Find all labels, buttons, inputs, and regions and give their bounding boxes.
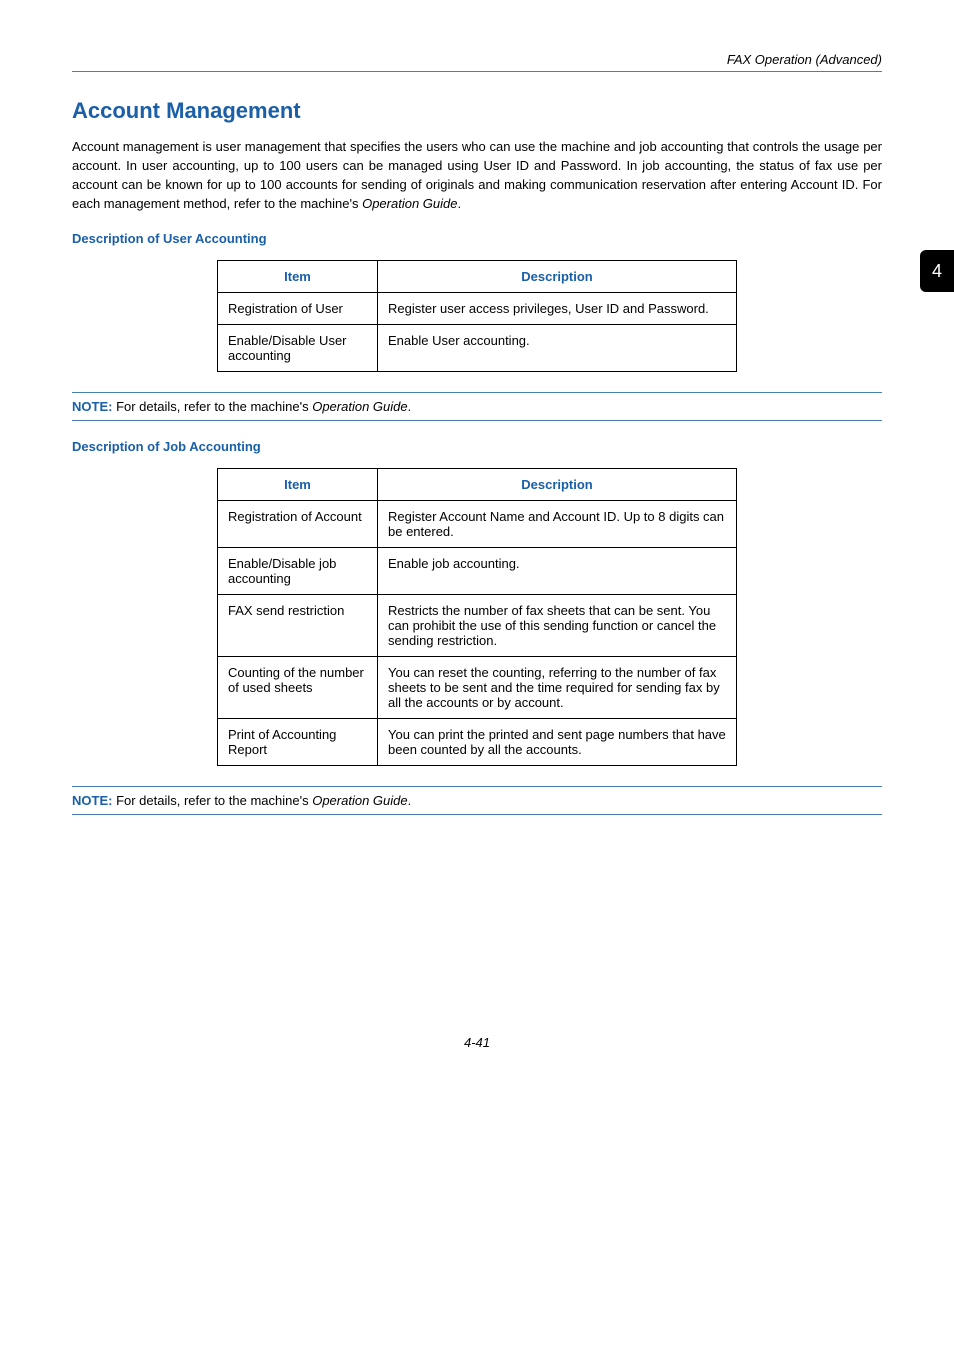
note-period: . bbox=[408, 399, 412, 414]
intro-period: . bbox=[458, 196, 462, 211]
table-row: Print of Accounting Report You can print… bbox=[218, 719, 737, 766]
column-header-item: Item bbox=[218, 261, 378, 293]
header-rule bbox=[72, 71, 882, 72]
cell-item: Print of Accounting Report bbox=[218, 719, 378, 766]
cell-desc: Enable job accounting. bbox=[378, 548, 737, 595]
intro-operation-guide: Operation Guide bbox=[362, 196, 457, 211]
note-text: For details, refer to the machine's bbox=[112, 399, 312, 414]
column-header-description: Description bbox=[378, 261, 737, 293]
table-row: Registration of Account Register Account… bbox=[218, 501, 737, 548]
note-text: For details, refer to the machine's bbox=[112, 793, 312, 808]
note-rule-bottom bbox=[72, 814, 882, 815]
cell-item: Enable/Disable User accounting bbox=[218, 325, 378, 372]
cell-desc: Restricts the number of fax sheets that … bbox=[378, 595, 737, 657]
cell-desc: Register user access privileges, User ID… bbox=[378, 293, 737, 325]
cell-item: Registration of Account bbox=[218, 501, 378, 548]
note-block: NOTE: For details, refer to the machine'… bbox=[72, 393, 882, 420]
cell-item: FAX send restriction bbox=[218, 595, 378, 657]
cell-item: Registration of User bbox=[218, 293, 378, 325]
table-row: Enable/Disable User accounting Enable Us… bbox=[218, 325, 737, 372]
table-row: FAX send restriction Restricts the numbe… bbox=[218, 595, 737, 657]
cell-desc: Register Account Name and Account ID. Up… bbox=[378, 501, 737, 548]
table-row: Enable/Disable job accounting Enable job… bbox=[218, 548, 737, 595]
column-header-item: Item bbox=[218, 469, 378, 501]
table-row: Registration of User Register user acces… bbox=[218, 293, 737, 325]
note-operation-guide: Operation Guide bbox=[312, 399, 407, 414]
note-operation-guide: Operation Guide bbox=[312, 793, 407, 808]
intro-paragraph: Account management is user management th… bbox=[72, 138, 882, 213]
running-head: FAX Operation (Advanced) bbox=[72, 52, 882, 67]
note-rule-bottom bbox=[72, 420, 882, 421]
job-accounting-table: Item Description Registration of Account… bbox=[217, 468, 737, 766]
cell-item: Counting of the number of used sheets bbox=[218, 657, 378, 719]
page-number: 4-41 bbox=[72, 1035, 882, 1050]
note-label: NOTE: bbox=[72, 399, 112, 414]
section-title: Account Management bbox=[72, 98, 882, 124]
column-header-description: Description bbox=[378, 469, 737, 501]
cell-item: Enable/Disable job accounting bbox=[218, 548, 378, 595]
note-period: . bbox=[408, 793, 412, 808]
table-row: Counting of the number of used sheets Yo… bbox=[218, 657, 737, 719]
user-accounting-heading: Description of User Accounting bbox=[72, 231, 882, 246]
job-accounting-heading: Description of Job Accounting bbox=[72, 439, 882, 454]
chapter-tab: 4 bbox=[920, 250, 954, 292]
cell-desc: You can reset the counting, referring to… bbox=[378, 657, 737, 719]
intro-text: Account management is user management th… bbox=[72, 139, 882, 211]
note-label: NOTE: bbox=[72, 793, 112, 808]
cell-desc: Enable User accounting. bbox=[378, 325, 737, 372]
note-block: NOTE: For details, refer to the machine'… bbox=[72, 787, 882, 814]
user-accounting-table: Item Description Registration of User Re… bbox=[217, 260, 737, 372]
cell-desc: You can print the printed and sent page … bbox=[378, 719, 737, 766]
